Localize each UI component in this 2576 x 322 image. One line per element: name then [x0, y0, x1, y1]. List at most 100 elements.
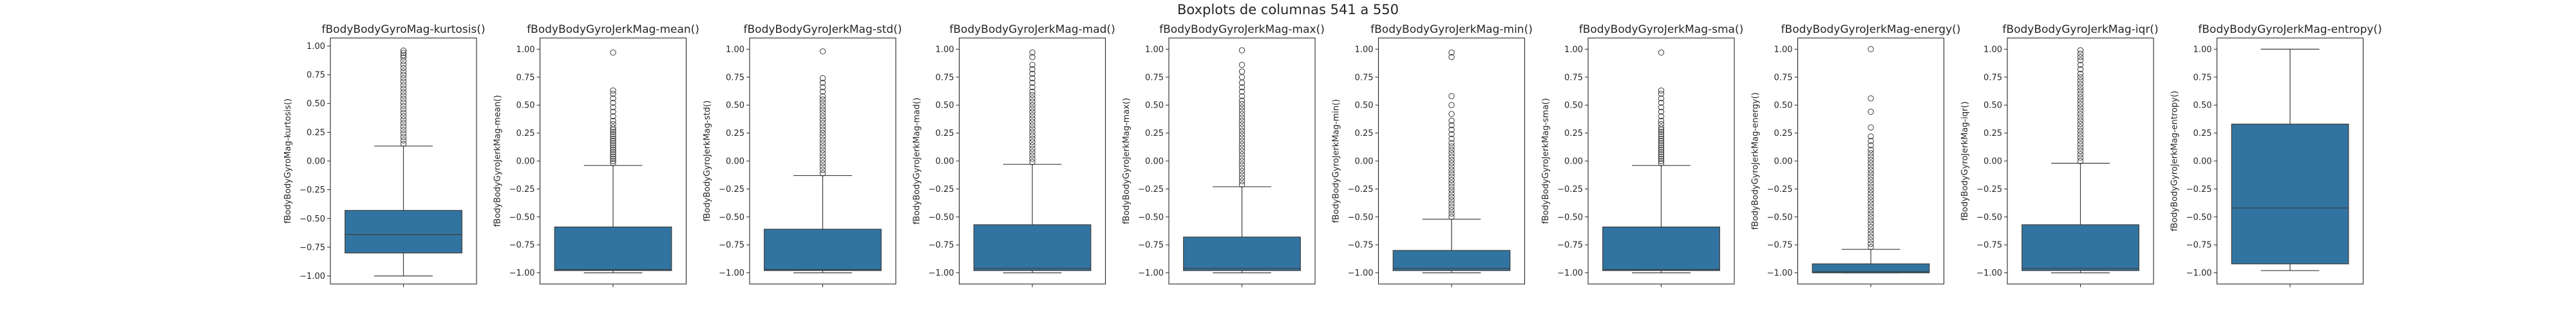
outlier-point — [1448, 187, 1455, 193]
outlier-point — [1448, 210, 1455, 217]
outlier-point — [1658, 113, 1665, 120]
outlier-point — [400, 109, 407, 116]
outlier-point — [2077, 147, 2084, 155]
outlier-point — [400, 61, 407, 68]
y-tick-label: −0.25 — [1767, 185, 1793, 194]
outlier-point — [1868, 193, 1874, 200]
y-tick-label: −1.00 — [1348, 269, 1374, 278]
outlier-point — [610, 133, 616, 140]
outlier-point — [1658, 140, 1665, 146]
outlier-point — [1238, 171, 1245, 178]
outlier-point — [2077, 114, 2084, 120]
outlier-point — [1238, 134, 1245, 141]
y-tick-label: 0.75 — [307, 71, 325, 80]
y-tick-label: 0.25 — [516, 129, 535, 138]
outlier-point — [610, 108, 616, 115]
outlier-point — [1448, 143, 1455, 150]
outlier-point — [1658, 142, 1665, 149]
outlier-point — [819, 113, 826, 120]
outlier-point — [400, 89, 407, 95]
outlier-point — [400, 71, 407, 78]
outlier-point — [1238, 147, 1245, 155]
outlier-point — [1658, 155, 1665, 162]
y-tick-label: −0.25 — [1976, 185, 2002, 194]
outlier-point — [1029, 95, 1036, 102]
outlier-point — [1448, 111, 1455, 117]
outlier-point — [819, 117, 826, 123]
outlier-point — [1868, 223, 1874, 231]
outlier-point — [2077, 77, 2084, 84]
outlier-point — [1868, 214, 1874, 220]
outlier-point — [1868, 170, 1874, 176]
outlier-point — [1029, 132, 1036, 138]
y-tick-label: −0.25 — [719, 185, 744, 194]
y-tick-label: −0.25 — [1138, 185, 1164, 194]
outlier-point — [1868, 46, 1874, 53]
outlier-point — [400, 102, 407, 109]
outlier-point — [819, 153, 826, 160]
y-tick-label: 0.75 — [1145, 73, 1164, 82]
y-axis-label: fBodyBodyGyroJerkMag-iqr() — [1960, 101, 1970, 220]
outlier-point — [819, 140, 826, 146]
y-tick-label: 0.00 — [726, 157, 744, 167]
y-tick-label: −1.00 — [929, 269, 954, 278]
y-tick-label: −0.50 — [929, 213, 954, 222]
outlier-point — [1868, 173, 1874, 180]
outlier-point — [1868, 231, 1874, 237]
outlier-point — [2077, 66, 2084, 73]
outlier-point — [1238, 108, 1245, 114]
outlier-point — [610, 138, 616, 144]
outlier-point — [819, 75, 826, 82]
outlier-point — [400, 127, 407, 133]
outlier-point — [1658, 108, 1665, 115]
y-tick-label: 0.25 — [936, 129, 954, 138]
outlier-point — [1238, 117, 1245, 124]
outlier-point — [1658, 124, 1665, 131]
outlier-point — [1448, 163, 1455, 170]
outlier-point — [610, 142, 616, 149]
outlier-point — [1448, 156, 1455, 163]
y-tick-label: −0.50 — [1976, 213, 2002, 222]
outlier-point — [1238, 138, 1245, 144]
outlier-point — [2077, 144, 2084, 151]
outlier-point — [610, 129, 616, 135]
outlier-point — [1448, 146, 1455, 153]
axes-frame — [1378, 37, 1526, 285]
y-tick-label: −0.25 — [299, 185, 325, 195]
y-tick-label: 0.50 — [1355, 101, 1374, 111]
outlier-point — [610, 124, 616, 131]
outlier-point — [2077, 84, 2084, 91]
y-tick-label: 0.75 — [1774, 73, 1793, 82]
outlier-point — [1658, 149, 1665, 155]
y-tick-label: −0.75 — [719, 241, 744, 251]
outlier-point — [1658, 160, 1665, 167]
outlier-point — [400, 99, 407, 106]
outlier-point — [1238, 158, 1245, 164]
outlier-point — [819, 106, 826, 113]
outlier-point — [2077, 108, 2084, 114]
outlier-point — [400, 85, 407, 92]
outlier-point — [819, 146, 826, 153]
y-tick-label: 0.75 — [1984, 73, 2002, 82]
outlier-point — [1238, 111, 1245, 117]
outlier-point — [610, 160, 616, 167]
y-axis-label: fBodyBodyGyroJerkMag-std() — [703, 100, 712, 222]
axes-frame — [1587, 37, 1735, 285]
outlier-point — [1238, 178, 1245, 184]
outlier-point — [610, 131, 616, 138]
y-tick-label: −0.75 — [1976, 241, 2002, 251]
panel-8: fBodyBodyGyroJerkMag-energy() fBodyBodyGy… — [1751, 23, 1960, 287]
y-tick-label: −0.75 — [1767, 241, 1793, 251]
y-tick-label: 0.25 — [1355, 129, 1374, 138]
outlier-point — [1868, 184, 1874, 190]
outlier-point — [1238, 61, 1245, 68]
y-axis-label: fBodyBodyGyroMag-kurtosis() — [283, 99, 293, 223]
axes-frame — [1168, 37, 1316, 285]
y-tick-label: 0.50 — [936, 101, 954, 111]
axes-frame — [539, 37, 687, 285]
outlier-point — [1238, 141, 1245, 147]
figure-suptitle: Boxplots de columnas 541 a 550 — [1177, 2, 1399, 17]
y-axis-label: fBodyBodyGyroJerkMag-sma() — [1541, 98, 1551, 223]
outlier-point — [819, 150, 826, 156]
y-tick-label: 0.00 — [307, 157, 325, 167]
